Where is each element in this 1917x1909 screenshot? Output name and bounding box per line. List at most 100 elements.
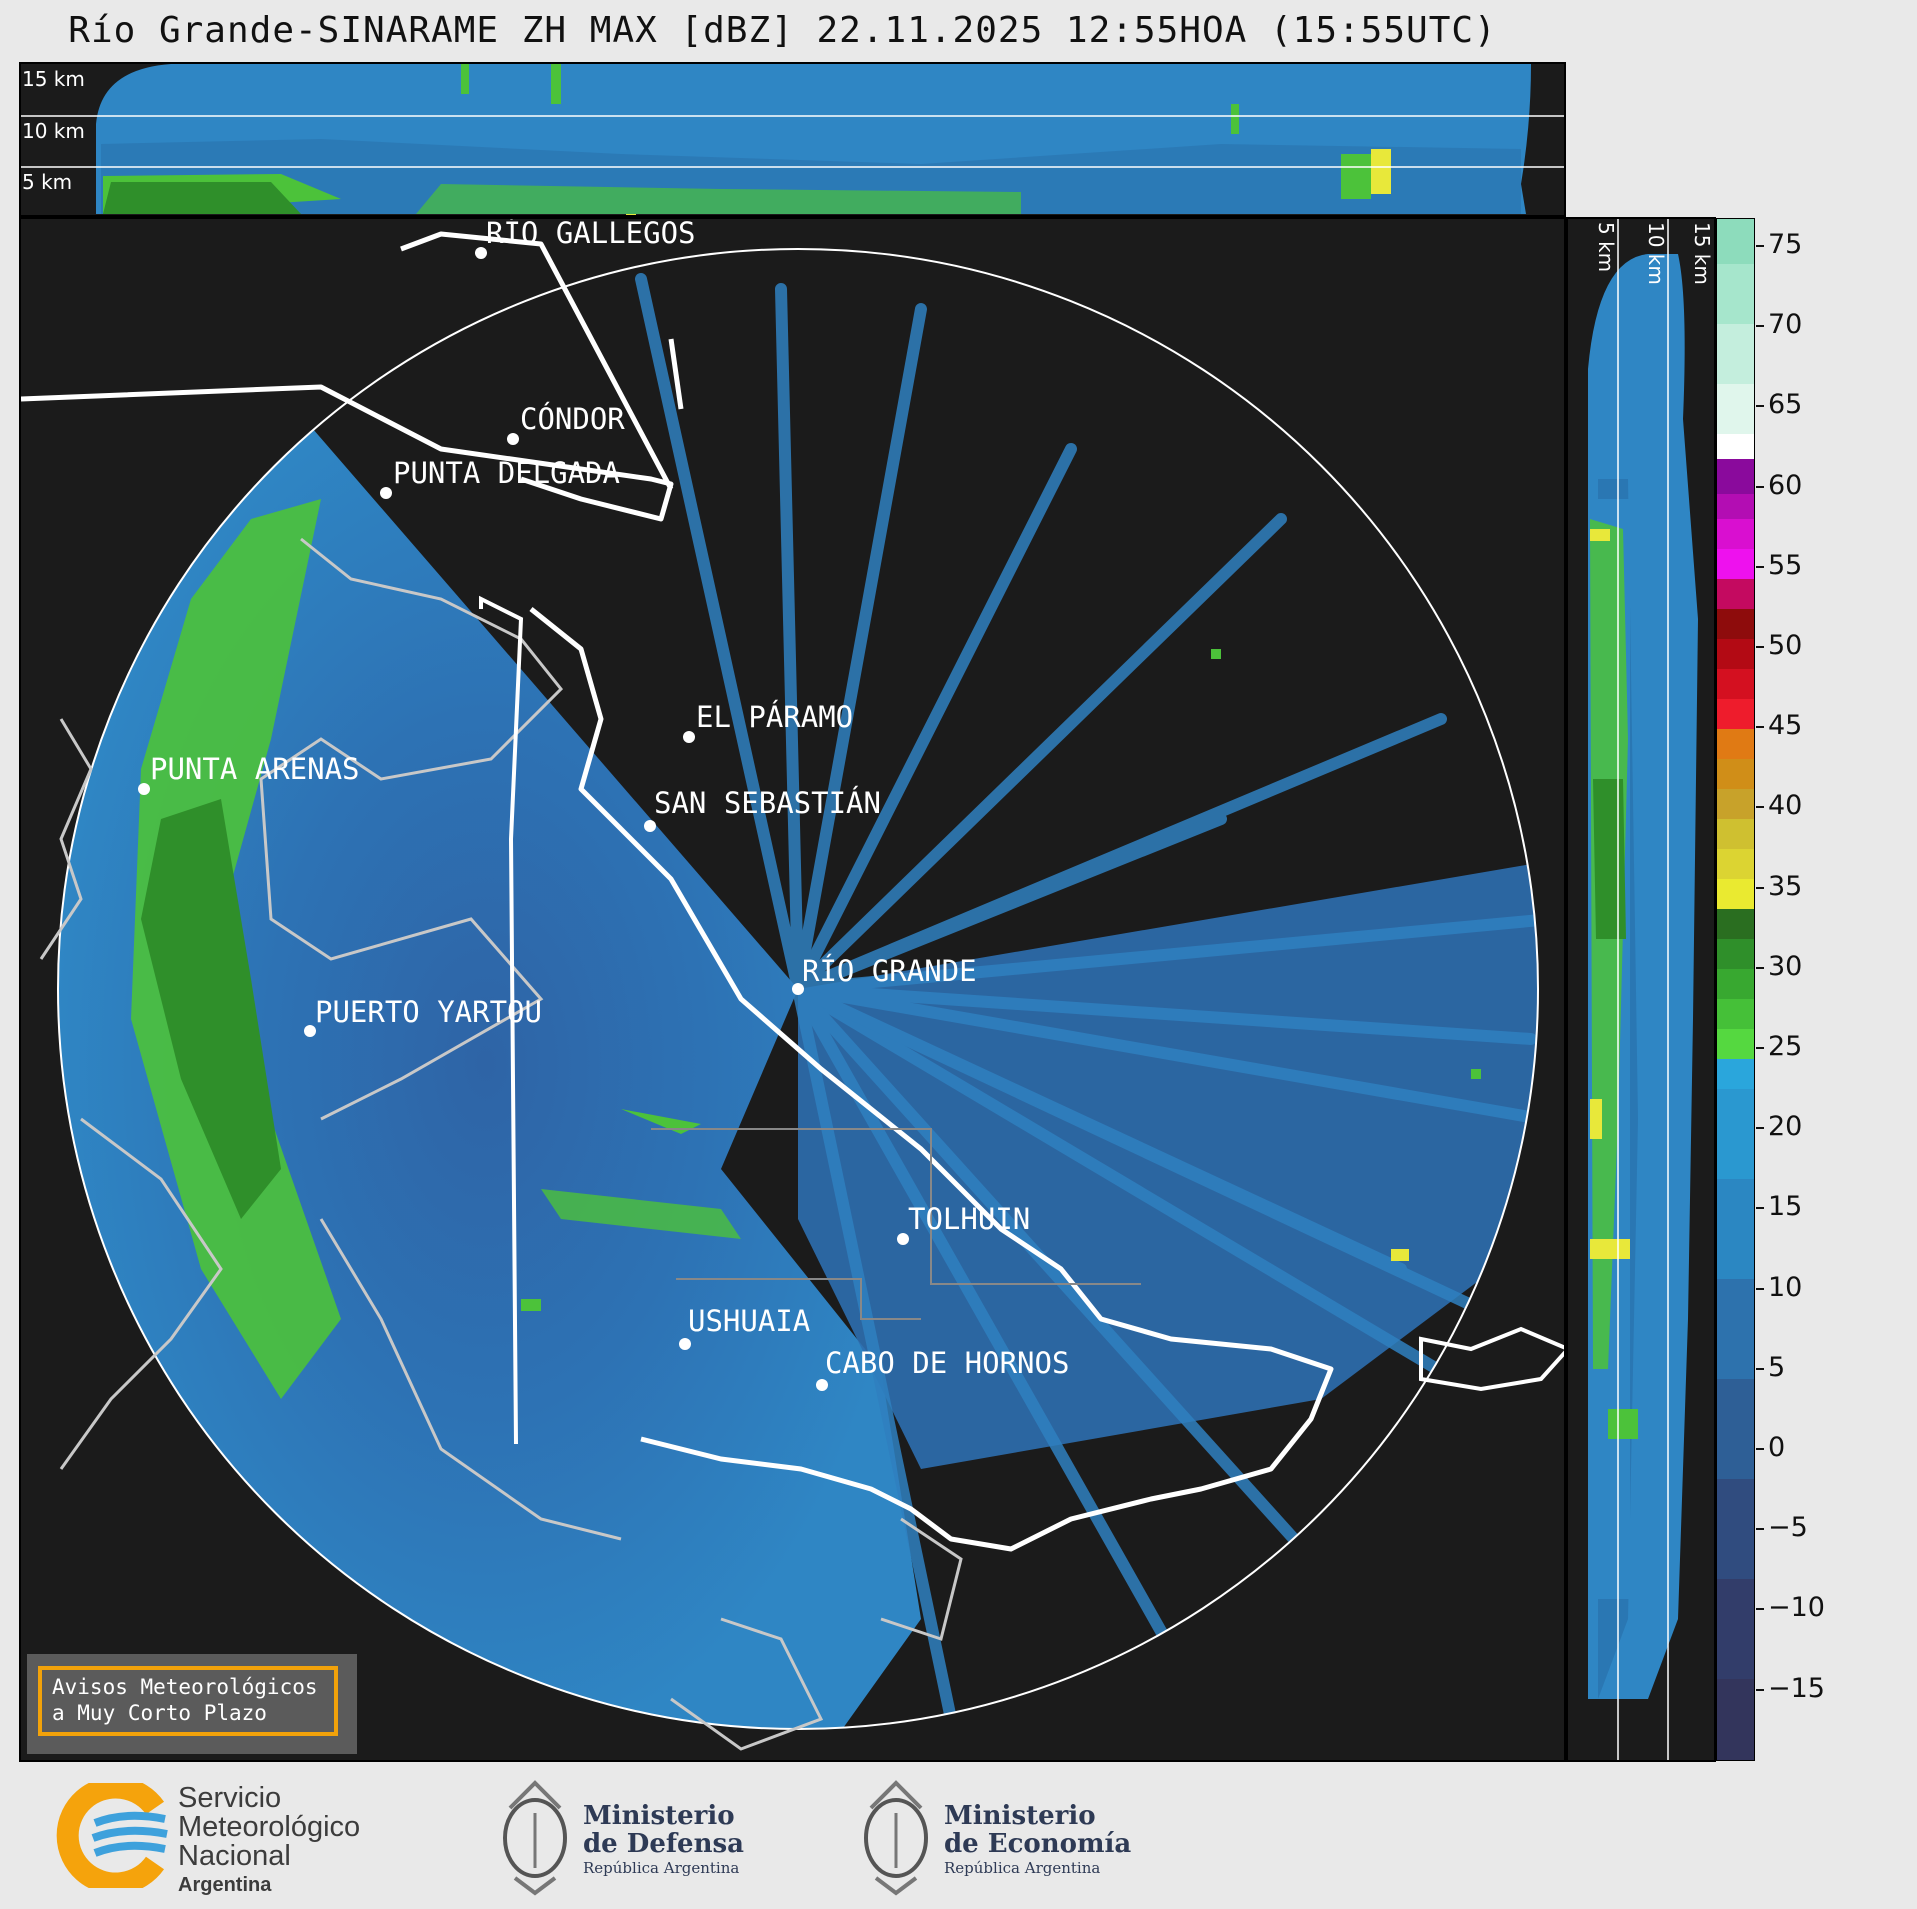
colorbar-tick	[1756, 806, 1764, 809]
colorbar-segment	[1717, 1279, 1754, 1379]
colorbar-tick	[1756, 325, 1764, 328]
reflectivity-colorbar	[1716, 218, 1755, 1761]
colorbar-segment	[1717, 579, 1754, 609]
coat-of-arms-icon	[864, 1780, 928, 1896]
colorbar-segment	[1717, 1059, 1754, 1089]
side-height-profile: 5 km 10 km 15 km	[1566, 217, 1716, 1762]
colorbar-segment	[1717, 1679, 1754, 1760]
colorbar-segment	[1717, 939, 1754, 969]
colorbar-tick	[1756, 405, 1764, 408]
colorbar-segment	[1717, 1179, 1754, 1279]
colorbar-tick-label: 30	[1768, 950, 1803, 982]
side-height-label-10km: 10 km	[1644, 222, 1668, 285]
colorbar-segment	[1717, 1579, 1754, 1679]
side-height-label-15km: 15 km	[1690, 222, 1714, 285]
top-height-profile: 15 km 10 km 5 km	[19, 62, 1566, 217]
city-label: SAN SEBASTIÁN	[654, 786, 881, 820]
colorbar-tick-label: −10	[1768, 1592, 1825, 1624]
colorbar-tick	[1756, 1448, 1764, 1450]
colorbar-segment	[1717, 819, 1754, 849]
colorbar-segment	[1717, 549, 1754, 579]
colorbar-segment	[1717, 999, 1754, 1029]
radar-map: RÍO GALLEGOS CÓNDOR PUNTA DELGADA EL PÁR…	[19, 217, 1566, 1762]
colorbar-tick-label: 0	[1768, 1432, 1786, 1463]
colorbar-segment	[1717, 434, 1754, 459]
colorbar-tick	[1756, 1367, 1764, 1370]
city-label: PUERTO YARTOU	[315, 995, 542, 1029]
city-label: EL PÁRAMO	[696, 700, 854, 734]
colorbar-segment	[1717, 669, 1754, 699]
colorbar-tick-label: 45	[1768, 710, 1803, 742]
colorbar-tick-label: 25	[1768, 1031, 1803, 1062]
colorbar-tick	[1756, 646, 1764, 648]
side-profile-echo	[1588, 219, 1698, 1760]
city-label: RÍO GALLEGOS	[486, 217, 696, 250]
colorbar-segment	[1717, 969, 1754, 999]
colorbar-tick	[1756, 1127, 1764, 1130]
defensa-logo-text: Ministerio de Defensa República Argentin…	[583, 1801, 744, 1877]
colorbar-tick-label: 10	[1768, 1271, 1803, 1303]
colorbar-tick	[1756, 1688, 1764, 1691]
coat-of-arms-icon	[503, 1780, 567, 1896]
colorbar-tick	[1756, 1287, 1764, 1290]
side-height-label-5km: 5 km	[1594, 222, 1618, 273]
colorbar-tick	[1756, 966, 1764, 969]
colorbar-segment	[1717, 519, 1754, 549]
city-label: CABO DE HORNOS	[825, 1346, 1070, 1380]
colorbar-segment	[1717, 879, 1754, 909]
colorbar-tick-label: 60	[1768, 469, 1803, 501]
colorbar-segment	[1717, 789, 1754, 819]
colorbar-tick-label: 5	[1768, 1351, 1786, 1383]
warning-box: Avisos Meteorológicos a Muy Corto Plazo	[27, 1654, 357, 1754]
top-profile-echo	[21, 64, 1564, 215]
city-label: PUNTA ARENAS	[150, 752, 360, 786]
map-title: Río Grande-SINARAME ZH MAX [dBZ] 22.11.2…	[68, 10, 1497, 51]
top-height-label-10km: 10 km	[22, 119, 85, 143]
colorbar-tick-label: 65	[1768, 389, 1803, 421]
warning-line-2: a Muy Corto Plazo	[52, 1701, 267, 1725]
smn-logo-icon	[56, 1783, 168, 1888]
colorbar-segment	[1717, 699, 1754, 729]
colorbar-tick-label: −15	[1768, 1672, 1825, 1704]
colorbar-segment	[1717, 1089, 1754, 1179]
top-height-label-5km: 5 km	[22, 170, 73, 194]
radar-echo-layer	[21, 231, 1564, 1751]
city-label: CÓNDOR	[520, 402, 625, 436]
colorbar-tick	[1756, 245, 1764, 247]
city-label: PUNTA DELGADA	[393, 456, 620, 490]
economia-logo-text: Ministerio de Economía República Argenti…	[944, 1801, 1132, 1877]
colorbar-tick	[1756, 1207, 1764, 1210]
colorbar-tick-label: 70	[1768, 309, 1803, 341]
colorbar-tick	[1756, 726, 1764, 729]
warning-box-frame: Avisos Meteorológicos a Muy Corto Plazo	[38, 1666, 338, 1736]
colorbar-segment	[1717, 729, 1754, 759]
colorbar-segment	[1717, 849, 1754, 879]
colorbar-segment	[1717, 494, 1754, 519]
top-height-label-15km: 15 km	[22, 67, 85, 91]
colorbar-segment	[1717, 609, 1754, 639]
colorbar-segment	[1717, 1029, 1754, 1059]
colorbar-tick	[1756, 1608, 1764, 1611]
colorbar-tick	[1756, 565, 1764, 568]
smn-logo-text: Servicio Meteorológico Nacional Argentin…	[178, 1782, 361, 1897]
colorbar-segment	[1717, 909, 1754, 939]
colorbar-segment	[1717, 759, 1754, 789]
colorbar-tick	[1756, 485, 1764, 488]
colorbar-segment	[1717, 264, 1754, 324]
colorbar-tick-label: 50	[1768, 630, 1803, 661]
colorbar-segment	[1717, 1479, 1754, 1579]
colorbar-tick-label: 15	[1768, 1191, 1803, 1223]
colorbar-tick-label: 20	[1768, 1111, 1803, 1143]
colorbar-tick	[1756, 1047, 1764, 1049]
colorbar-tick-label: 40	[1768, 790, 1803, 822]
colorbar-tick	[1756, 1528, 1764, 1531]
colorbar-segment	[1717, 324, 1754, 384]
colorbar-tick-label: 35	[1768, 870, 1803, 902]
city-label: USHUAIA	[688, 1304, 811, 1338]
colorbar-tick-label: 55	[1768, 549, 1803, 581]
city-label: TOLHUIN	[908, 1202, 1031, 1236]
city-label: RÍO GRANDE	[802, 954, 977, 988]
colorbar-tick	[1756, 886, 1764, 889]
colorbar-tick-label: 75	[1768, 229, 1803, 260]
colorbar-segment	[1717, 219, 1754, 264]
